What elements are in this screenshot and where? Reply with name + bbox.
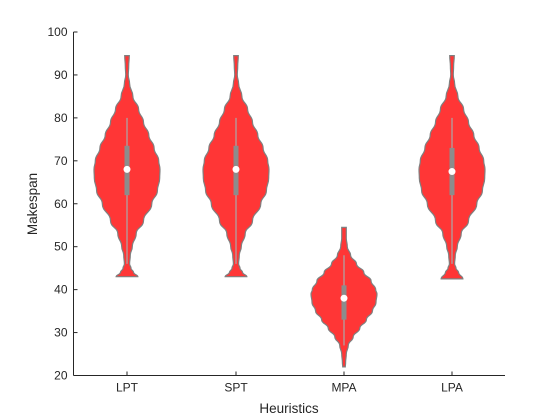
x-ticks: LPT SPT MPA LPA: [116, 371, 463, 395]
violin-box: [341, 285, 347, 320]
violin-median: [340, 294, 348, 302]
y-tick-label: 40: [54, 283, 68, 297]
y-tick-label: 70: [54, 154, 68, 168]
y-tick-label: 20: [54, 369, 68, 383]
x-tick-label: LPA: [441, 381, 463, 395]
violin-spt: [202, 55, 270, 278]
x-tick-label: LPT: [116, 381, 139, 395]
violins-layer: [93, 55, 486, 368]
x-tick-label: SPT: [224, 381, 248, 395]
y-tick-label: 60: [54, 197, 68, 211]
y-tick-label: 80: [54, 111, 68, 125]
x-tick-label: MPA: [331, 381, 356, 395]
violin-lpt: [93, 55, 161, 278]
y-tick-label: 90: [54, 68, 68, 82]
y-axis-label: Makespan: [25, 173, 40, 235]
violin-median: [448, 168, 456, 176]
violin-median: [123, 165, 131, 173]
violin-lpa: [418, 55, 486, 280]
y-ticks: 20 30 40 50 60 70 80 90 100: [47, 25, 78, 383]
violin-median: [232, 165, 240, 173]
y-tick-label: 50: [54, 240, 68, 254]
y-tick-label: 100: [47, 25, 67, 39]
violin-mpa: [310, 226, 378, 368]
x-axis-label: Heuristics: [259, 401, 319, 416]
y-tick-label: 30: [54, 326, 68, 340]
